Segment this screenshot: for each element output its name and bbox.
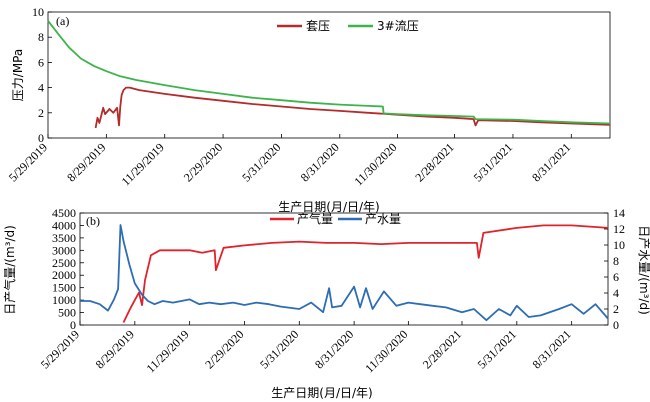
panel-a-xtick-label: 5/29/2019: [6, 140, 50, 184]
panel-b-ytick-label: 1500: [52, 281, 76, 295]
legend-gas-label: 产气量: [297, 211, 333, 226]
panel-a-xtick-label: 11/30/2020: [351, 140, 399, 188]
panel-a-xtick-label: 2/28/2021: [412, 140, 456, 184]
legend-casing-pressure-label: 套压: [306, 19, 330, 33]
panel-a-ytick-label: 4: [38, 81, 44, 95]
panel-b-xtick-label: 11/30/2020: [362, 327, 410, 375]
panel-b-ytick-label: 4000: [52, 218, 76, 232]
panel-a-yticks: 0 2 4 6 8 10: [32, 5, 52, 145]
panel-b-xtick-label: 5/31/2020: [257, 327, 301, 371]
panel-a-ytick-label: 0: [38, 131, 44, 145]
panel-a-ytick-label: 10: [32, 5, 44, 19]
panel-a-xtick-label: 5/31/2021: [471, 140, 515, 184]
panel-b-xtick-label: 8/31/2021: [529, 327, 573, 371]
panel-a: (a) 压力/MPa 生产日期(月/日/年) 0 2 4 6 8 10 5/29/2019…: [6, 5, 611, 214]
panel-b-series-line-1: [122, 224, 609, 323]
panel-a-xlabel: 生产日期(月/日/年): [278, 200, 379, 214]
panel-b-tag: (b): [86, 214, 100, 228]
panel-a-tag: (a): [56, 14, 69, 28]
panel-a-ytick-label: 8: [38, 30, 44, 44]
panel-b-ytick-label: 2000: [52, 268, 76, 282]
panel-b-legend: 产气量 产水量: [270, 211, 401, 226]
panel-a-frame: [47, 11, 611, 139]
panel-b-frame: [79, 212, 609, 326]
panel-b-ytick-label: 4500: [52, 206, 76, 220]
panel-b-ytick-right-label: 12: [613, 222, 625, 236]
panel-a-xtick-label: 8/29/2019: [64, 140, 108, 184]
panel-a-legend: 套压 3#流压: [277, 19, 419, 33]
panel-a-series-line-1: [94, 86, 611, 129]
panel-a-xtick-label: 8/31/2020: [298, 140, 342, 184]
panel-a-ytick-label: 6: [38, 55, 44, 69]
legend-flow-pressure-label: 3#流压: [377, 19, 419, 33]
panel-a-xtick-label: 5/31/2020: [239, 140, 283, 184]
panel-b-ytick-right-label: 4: [613, 286, 619, 300]
panel-b-ytick-right-label: 6: [613, 270, 619, 284]
panel-a-xtick-label: 2/29/2020: [181, 140, 225, 184]
panel-b-ytick-label: 3500: [52, 231, 76, 245]
panel-b-xtick-label: 11/29/2019: [144, 327, 192, 375]
legend-water-label: 产水量: [365, 212, 401, 226]
panel-b-ytick-label: 500: [58, 306, 76, 320]
panel-b: (b) 日产气量/(m³/d) 日产水量/(m³/d) 生产日期(月/日/年) …: [2, 206, 650, 400]
panel-a-series-line-2: [47, 20, 611, 125]
panel-b-series-line-2: [80, 224, 609, 322]
panel-b-ytick-right-label: 14: [613, 206, 625, 220]
panel-b-ytick-right-label: 2: [613, 302, 619, 316]
panel-b-ytick-label: 0: [70, 318, 76, 332]
panel-a-ytick-label: 2: [38, 106, 44, 120]
panel-b-yticks-right: 0 2 4 6 8 10 12 14: [604, 206, 625, 332]
panel-a-xticks: 5/29/2019 8/29/2019 11/29/2019 2/29/2020 5/3…: [6, 134, 573, 188]
panel-b-xtick-label: 5/29/2019: [38, 327, 82, 371]
panel-b-xtick-label: 8/29/2019: [93, 327, 137, 371]
panel-b-series: [80, 224, 609, 323]
panel-a-xtick-label: 8/31/2021: [529, 140, 573, 184]
panel-b-xtick-label: 2/29/2020: [202, 327, 246, 371]
panel-b-xtick-label: 8/31/2020: [312, 327, 356, 371]
panel-b-ytick-label: 3000: [52, 243, 76, 257]
panel-b-ylabel-left: 日产气量/(m³/d): [2, 225, 17, 315]
panel-b-ytick-right-label: 0: [613, 318, 619, 332]
panel-b-xticks: 5/29/2019 8/29/2019 11/29/2019 2/29/2020 5/3…: [38, 321, 574, 375]
panel-b-xtick-label: 2/28/2021: [420, 327, 464, 371]
panel-b-xlabel: 生产日期(月/日/年): [271, 386, 372, 400]
panel-b-ylabel-right: 日产水量/(m³/d): [637, 225, 650, 315]
panel-b-ytick-label: 2500: [52, 256, 76, 270]
panel-a-ylabel: 压力/MPa: [11, 49, 25, 101]
panel-a-xtick-label: 11/29/2019: [119, 140, 167, 188]
panel-b-ytick-right-label: 8: [613, 254, 619, 268]
panel-b-ytick-label: 1000: [52, 293, 76, 307]
panel-b-xtick-label: 5/31/2021: [475, 327, 519, 371]
panel-b-ytick-right-label: 10: [613, 238, 625, 252]
panel-a-series: [47, 20, 611, 129]
